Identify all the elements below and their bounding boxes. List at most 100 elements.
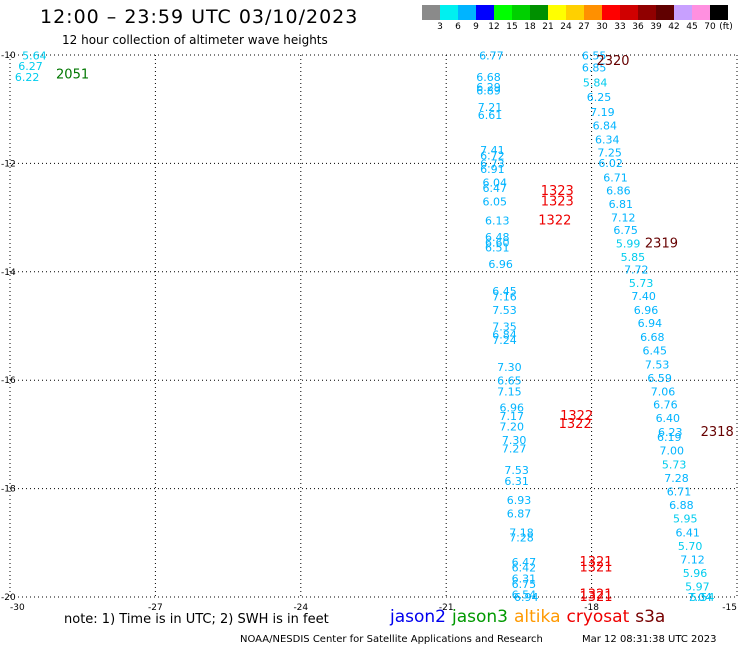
wave-height-label: 7.04 [688, 591, 713, 604]
wave-height-label: 6.73 [480, 158, 505, 171]
page-subtitle: 12 hour collection of altimeter wave hei… [62, 33, 328, 47]
wave-height-label: 6.47 [483, 182, 508, 195]
wave-height-label: 6.45 [492, 285, 517, 298]
wave-height-label: 6.71 [667, 486, 692, 499]
color-scale-label: 70 [704, 22, 716, 32]
color-scale-label: 9 [473, 22, 479, 32]
x-tick-label: -24 [293, 603, 308, 613]
wave-height-label: 7.17 [500, 410, 524, 423]
wave-height-label: 6.25 [587, 91, 612, 104]
wave-height-label: 7.35 [492, 320, 517, 333]
color-scale-label: 12 [488, 22, 500, 32]
legend-item-s3a: s3a [635, 607, 666, 627]
footer-credit: NOAA/NESDIS Center for Satellite Applica… [240, 634, 543, 645]
pass-number-label: 1323 [541, 184, 574, 199]
color-scale-label: 39 [650, 22, 662, 32]
wave-height-label: 6.93 [507, 494, 532, 507]
wave-height-label: 6.13 [485, 215, 510, 228]
wave-height-label: 5.95 [673, 513, 698, 526]
color-scale-label: 24 [560, 22, 572, 32]
wave-height-label: 6.59 [647, 372, 672, 385]
pass-number-label: 1322 [559, 417, 592, 432]
pass-number-label: 2320 [596, 54, 629, 69]
wave-height-label: 5.85 [621, 251, 646, 264]
color-scale-label: 3 [437, 22, 443, 32]
wave-height-label: 7.06 [651, 385, 676, 398]
wave-height-label: 6.05 [483, 196, 508, 209]
wave-height-label: 5.73 [662, 459, 687, 472]
wave-height-label: 6.40 [656, 412, 681, 425]
wave-height-label: 6.65 [497, 375, 521, 388]
pass-labels: 2051232023192318132313231322132213221321… [56, 54, 734, 605]
wave-height-label: 7.41 [480, 144, 505, 157]
pass-number-label: 2319 [645, 236, 678, 251]
wave-height-label: 7.24 [492, 334, 517, 347]
wave-height-label: 7.20 [500, 421, 524, 434]
wave-height-label: 6.84 [593, 119, 618, 132]
wave-height-label: 6.96 [500, 402, 524, 415]
wave-height-label: 6.75 [512, 578, 537, 591]
color-scale-label: 33 [614, 22, 626, 32]
y-tick-label: -14 [1, 268, 16, 278]
wave-height-label: 6.27 [18, 60, 43, 73]
color-scale-label: 6 [455, 22, 461, 32]
color-scale-label: 21 [542, 22, 554, 32]
wave-height-label: 6.68 [476, 71, 501, 84]
wave-height-label: 7.72 [624, 263, 649, 276]
wave-height-label: 6.84 [492, 328, 517, 341]
x-tick-label: -21 [439, 603, 454, 613]
page-title: 12:00 – 23:59 UTC 03/10/2023 [40, 6, 359, 28]
wave-height-label: 6.29 [476, 81, 501, 94]
wave-height-label: 6.31 [512, 572, 537, 585]
color-swatch [638, 5, 656, 20]
pass-number-label: 1323 [541, 195, 574, 210]
x-tick-label: -30 [10, 603, 25, 613]
wave-height-label: 6.04 [483, 177, 508, 190]
wave-height-label: 6.55 [582, 49, 607, 62]
wave-height-label: 6.89 [476, 85, 501, 98]
wave-height-label: 7.28 [664, 472, 689, 485]
color-swatch [710, 5, 728, 20]
legend-item-altika: altika [514, 607, 561, 627]
wave-height-label: 6.71 [603, 171, 628, 184]
wave-height-label: 5.73 [629, 277, 654, 290]
wave-height-label: 5.97 [685, 580, 710, 593]
color-swatch [602, 5, 620, 20]
wave-height-label: 6.72 [480, 150, 505, 163]
wave-height-label: 6.94 [514, 591, 539, 604]
pass-number-label: 1321 [579, 555, 612, 570]
wave-height-label: 6.31 [504, 475, 529, 488]
wave-height-label: 6.77 [479, 49, 504, 62]
pass-number-label: 1321 [579, 588, 612, 603]
wave-height-label: 6.87 [507, 507, 532, 520]
wave-height-label: 7.21 [478, 101, 503, 114]
wave-height-label: 6.51 [485, 242, 510, 255]
pass-number-label: 1322 [560, 409, 593, 424]
wave-height-label: 6.19 [657, 431, 682, 444]
y-tick-label: -16 [1, 376, 16, 386]
wave-height-label: 7.12 [611, 211, 636, 224]
wave-height-label: 6.41 [675, 526, 700, 539]
wave-height-label: 6.81 [609, 198, 634, 211]
wave-height-label: 6.96 [488, 258, 512, 271]
wave-height-label: 5.54 [690, 591, 715, 604]
legend-item-cryosat: cryosat [566, 607, 630, 627]
wave-height-label: 6.02 [598, 157, 623, 170]
y-tick-label: -20 [1, 593, 16, 603]
color-scale-label: 30 [596, 22, 608, 32]
wave-height-label: 7.53 [645, 358, 670, 371]
wave-height-label: 5.64 [22, 49, 47, 62]
color-scale-unit: (ft) [719, 22, 733, 32]
satellite-legend: jason2 jason3 altika cryosat s3a [390, 607, 671, 627]
color-swatch [566, 5, 584, 20]
wave-height-label: 6.60 [485, 236, 510, 249]
wave-height-label: 7.28 [509, 532, 534, 545]
color-scale-label: 36 [632, 22, 644, 32]
wave-height-label: 7.30 [502, 434, 526, 447]
y-tick-label: -12 [1, 159, 16, 169]
wave-height-label: 6.96 [634, 304, 659, 317]
color-swatch [458, 5, 476, 20]
wave-height-label: 6.75 [613, 224, 638, 237]
axis-ticks: -30 -27 -24 -21 -18 -15 -10 -12 -14 -16 -18 -20 [1, 51, 737, 613]
x-tick-label: -18 [584, 603, 599, 613]
